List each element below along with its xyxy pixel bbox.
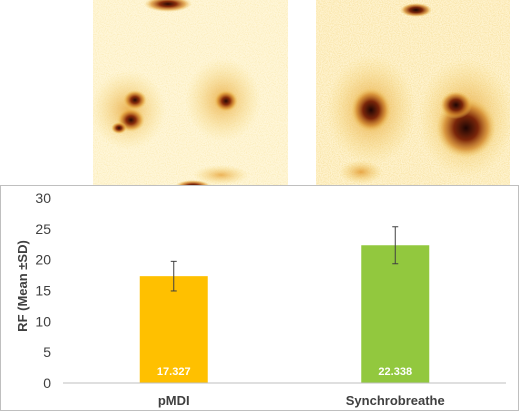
- data-labels-group: 17.327 22.338: [157, 366, 412, 378]
- right-scan-graphic: [316, 0, 510, 186]
- y-tick-label-5: 5: [43, 344, 51, 360]
- y-tick-label-0: 0: [43, 375, 51, 391]
- left-scan-graphic: [93, 0, 288, 186]
- left-scan-image: [93, 0, 288, 186]
- y-tick-label-20: 20: [35, 252, 51, 268]
- category-labels: pMDI Synchrobreathe: [158, 393, 445, 408]
- data-label-synchrobreathe: 22.338: [378, 366, 412, 378]
- right-scan-image: [316, 0, 510, 186]
- y-tick-label-25: 25: [35, 221, 51, 237]
- data-label-pmdi: 17.327: [157, 366, 191, 378]
- bar-pmdi: [139, 276, 208, 383]
- error-bars-group: [170, 226, 399, 292]
- y-axis-title: RF (Mean ±SD): [15, 240, 30, 332]
- error-bar-pmdi: [170, 260, 177, 292]
- y-tick-label-10: 10: [35, 313, 51, 329]
- category-label-pmdi: pMDI: [158, 393, 190, 408]
- y-axis-title-group: RF (Mean ±SD): [15, 240, 30, 332]
- y-tick-label-30: 30: [35, 190, 51, 206]
- bar-synchrobreathe: [361, 245, 430, 383]
- chart-panel: RF (Mean ±SD) 0 5 10 15 20 25 30 17.327 22.338 …: [0, 185, 519, 411]
- y-tick-labels: 0 5 10 15 20 25 30: [35, 190, 51, 391]
- y-tick-label-15: 15: [35, 283, 51, 299]
- bars-group: [139, 245, 430, 383]
- error-bar-synchrobreathe: [392, 226, 399, 265]
- category-label-synchrobreathe: Synchrobreathe: [346, 393, 445, 408]
